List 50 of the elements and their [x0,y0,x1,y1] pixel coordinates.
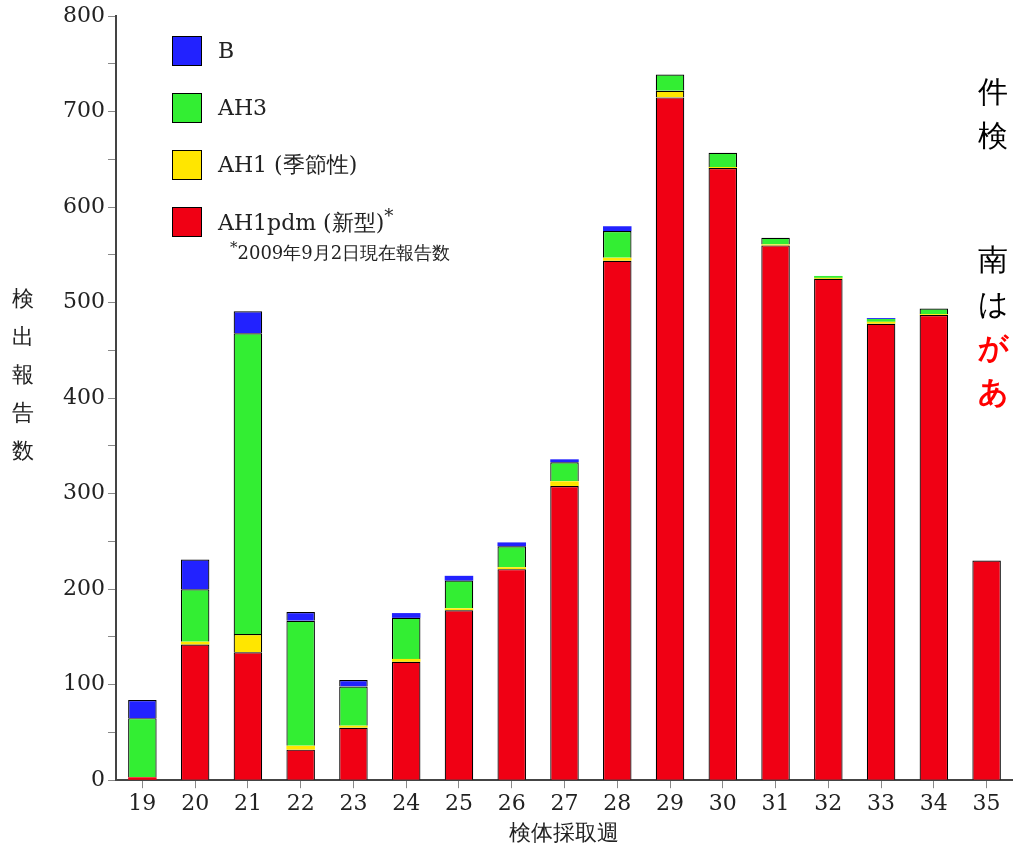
x-tick-label: 22 [286,790,315,816]
y-tick-label: 800 [62,1,105,27]
legend-label: AH1pdm (新型)$^{*}$ [218,204,394,238]
y-tick-label: 200 [62,574,105,600]
x-tick-label: 23 [339,790,368,816]
x-tick-label: 25 [444,790,473,816]
y-tick-label: 300 [62,479,105,505]
x-tick-label: 35 [972,790,1001,816]
x-tick-label: 27 [550,790,579,816]
bar [550,459,579,463]
x-tick-label: 21 [233,790,262,816]
annotation: 件 [978,73,1009,111]
annotation: 検 [978,117,1009,155]
annotation: は [978,285,1009,323]
bar [603,226,632,232]
legend-label: AH3 [218,95,268,120]
bar [128,777,157,780]
annotation: あ [978,373,1009,411]
legend-label: AH1 (季節性) [218,150,358,179]
bar [550,481,579,487]
y-tick-label: 0 [90,765,105,791]
y-tick-label: 600 [62,192,105,218]
y-tick-label: 700 [62,97,105,123]
y-tick-label: 400 [62,383,105,409]
y-axis-title: 検出報告数 [12,285,35,465]
x-tick-label: 20 [181,790,210,816]
y-tick-label: 500 [62,288,105,314]
y-tick-label: 100 [62,670,105,696]
x-tick-label: 28 [603,790,632,816]
x-tick-label: 29 [656,790,685,816]
x-axis-title: 検体採取週 [509,819,620,845]
x-tick-label: 19 [128,790,157,816]
x-tick-label: 33 [867,790,896,816]
x-tick-label: 26 [497,790,526,816]
x-tick-label: 30 [708,790,737,816]
bar [391,613,421,618]
x-tick-label: 24 [392,790,421,816]
annotation: が [978,329,1009,367]
bar [286,745,315,750]
bar [603,257,632,261]
legend-label: B [218,38,235,63]
annotation: $^{*}$2009年9月2日現在報告数 [230,238,451,265]
x-tick-label: 31 [761,790,790,816]
bar [444,575,474,581]
bar [391,658,421,662]
bar [497,542,526,547]
annotation: 南 [978,241,1009,279]
bar [180,641,210,645]
x-tick-label: 32 [814,790,843,816]
x-tick-label: 34 [919,790,948,816]
